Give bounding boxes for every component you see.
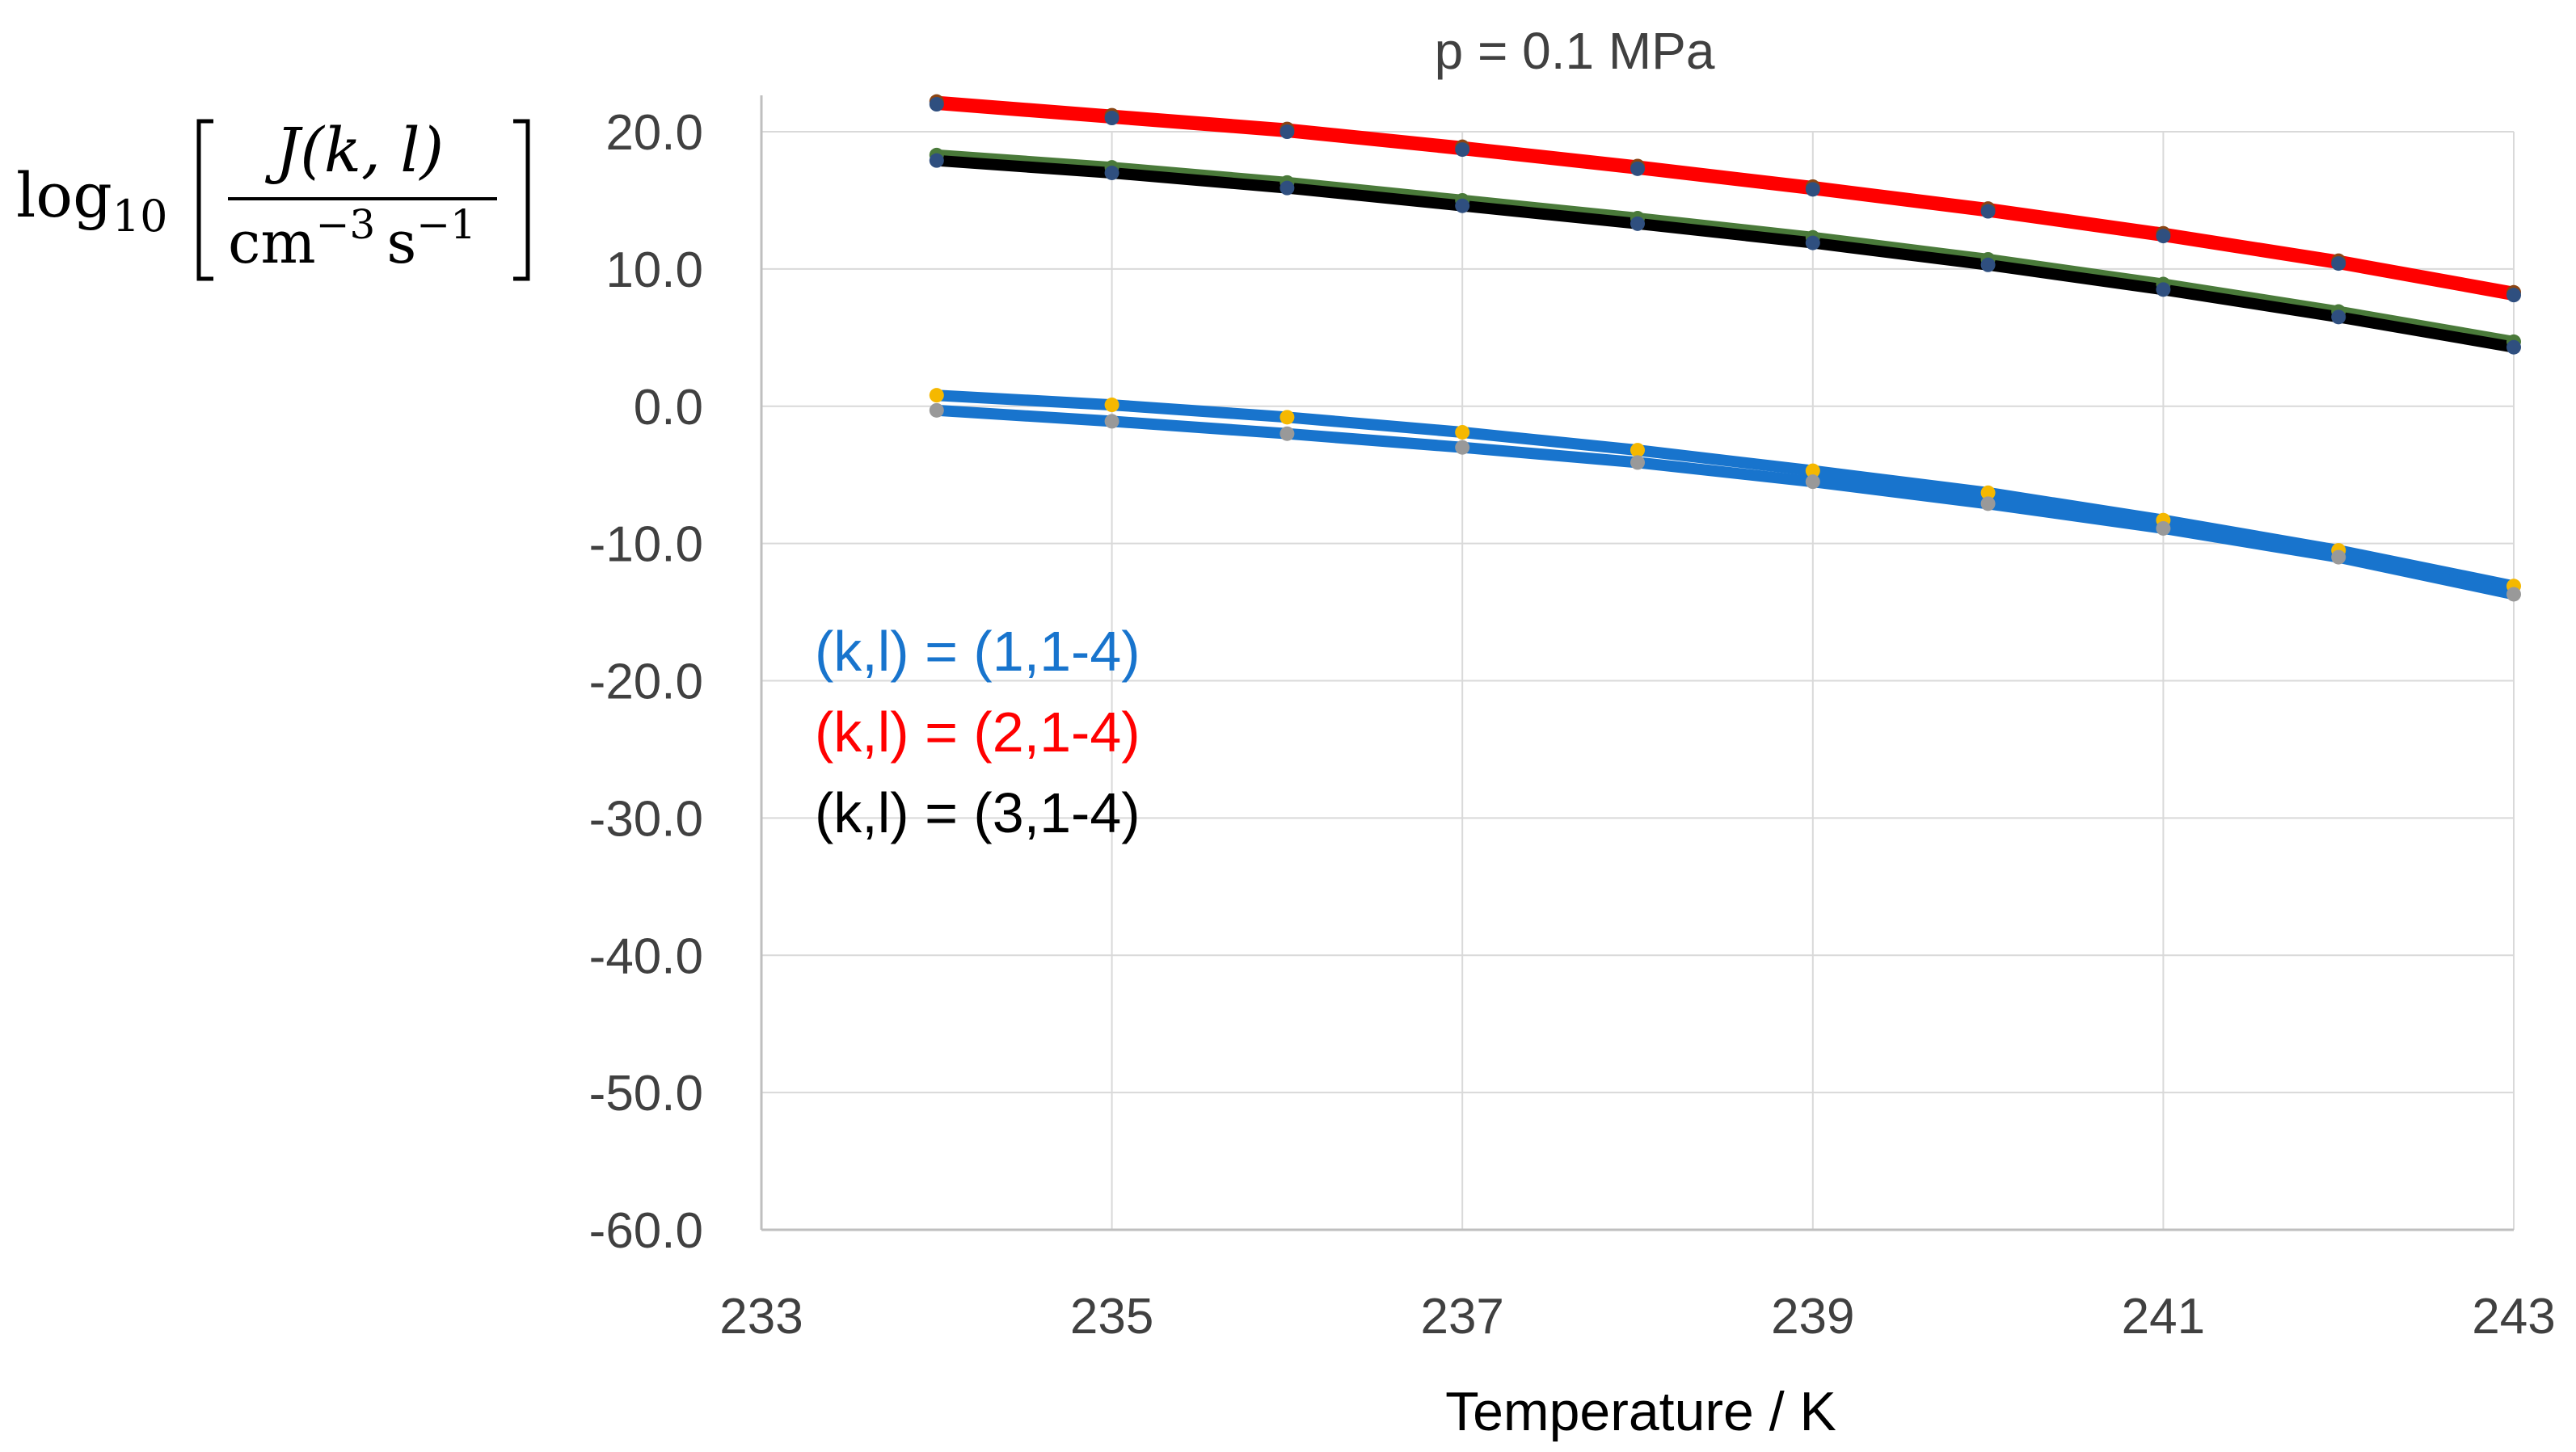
data-point	[1805, 182, 1820, 197]
y-label-numerator: J(k, l)	[265, 114, 444, 186]
axes	[760, 95, 2514, 1231]
legend-entry-k2: (k,l) = (2,1-4)	[815, 701, 1140, 764]
x-tick-labels: 233 235 237 239 241 243	[719, 1289, 2555, 1345]
y-axis-title: log10 J(k, l) cm−3 s−1	[16, 114, 530, 281]
svg-text:cm−3s−1: cm−3 s−1	[228, 201, 476, 276]
data-point	[2156, 229, 2171, 244]
data-point	[1980, 204, 1996, 219]
x-tick-label: 241	[2122, 1289, 2205, 1345]
data-point	[1980, 496, 1996, 511]
data-point	[1805, 235, 1820, 250]
data-point	[1980, 257, 1996, 272]
y-tick-label: -50.0	[589, 1066, 703, 1122]
x-tick-label: 237	[1420, 1289, 1503, 1345]
y-tick-label: -20.0	[589, 654, 703, 710]
x-tick-label: 233	[719, 1289, 803, 1345]
legend-entry-k3: (k,l) = (3,1-4)	[815, 781, 1140, 844]
data-point	[1455, 198, 1470, 213]
y-tick-labels: 20.0 10.0 0.0 -10.0 -20.0 -30.0 -40.0 -50.0 -60.…	[589, 105, 703, 1259]
y-label-cm-exp: −3	[316, 201, 376, 248]
data-point	[1280, 180, 1295, 196]
y-tick-label: 10.0	[605, 242, 703, 298]
data-point	[1280, 410, 1295, 425]
y-label-right-bracket	[513, 119, 530, 281]
y-label-s-exp: −1	[416, 201, 476, 248]
data-point	[929, 388, 944, 403]
series-line-24	[930, 99, 2519, 301]
y-label-s: s	[386, 208, 416, 276]
data-point	[2156, 520, 2171, 536]
y-tick-label: -60.0	[589, 1203, 703, 1259]
data-point	[1455, 440, 1470, 455]
data-point	[2506, 587, 2521, 602]
data-point	[2156, 282, 2171, 297]
data-point	[1104, 398, 1119, 413]
data-point	[2331, 256, 2346, 271]
y-tick-label: 0.0	[634, 380, 703, 436]
data-point	[1455, 142, 1470, 158]
data-point	[1630, 216, 1645, 231]
series-group	[929, 94, 2521, 602]
y-label-log-base: 10	[112, 191, 168, 242]
legend-entry-k1: (k,l) = (1,1-4)	[815, 620, 1140, 683]
y-tick-label: -40.0	[589, 928, 703, 984]
y-tick-label: -30.0	[589, 791, 703, 847]
x-tick-label: 235	[1070, 1289, 1153, 1345]
y-label-left-bracket	[196, 119, 213, 281]
data-point	[1805, 463, 1820, 478]
series-line-34	[930, 154, 2519, 353]
x-tick-label: 243	[2472, 1289, 2555, 1345]
data-point	[929, 402, 944, 418]
series-line-11	[930, 389, 2519, 592]
y-tick-label: 20.0	[605, 105, 703, 161]
data-point	[1980, 485, 1996, 500]
y-label-cm: cm	[228, 208, 316, 276]
data-point	[2506, 339, 2521, 355]
data-point	[929, 153, 944, 168]
data-point	[1104, 165, 1119, 180]
chart-title: p = 0.1 MPa	[1435, 22, 1715, 80]
data-point	[2331, 309, 2346, 325]
y-label-log: log	[16, 159, 112, 231]
data-point	[1104, 111, 1119, 126]
x-axis-title: Temperature / K	[1445, 1381, 1836, 1442]
series-line-14	[930, 404, 2519, 600]
data-point	[1280, 124, 1295, 139]
data-point	[1630, 443, 1645, 458]
data-point	[1805, 474, 1820, 490]
data-point	[929, 97, 944, 112]
svg-text:log10: log10	[16, 159, 167, 242]
data-point	[1630, 455, 1645, 470]
x-tick-label: 239	[1771, 1289, 1854, 1345]
data-point	[2331, 549, 2346, 565]
data-point	[1630, 161, 1645, 176]
data-point	[2506, 288, 2521, 303]
data-point	[1280, 426, 1295, 441]
data-point	[1455, 425, 1470, 440]
y-tick-label: -10.0	[589, 517, 703, 573]
data-point	[1104, 414, 1119, 429]
